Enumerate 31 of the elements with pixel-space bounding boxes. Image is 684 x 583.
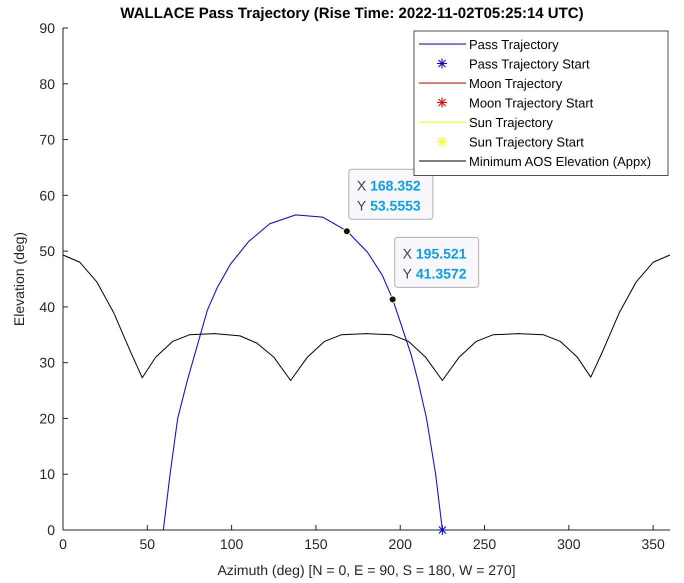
x-tick-label: 350 [641,536,666,552]
point [436,524,448,536]
y-tick-label: 60 [39,187,56,204]
chart-title: WALLACE Pass Trajectory (Rise Time: 2022-11-02T05:25:14 UTC) [120,5,584,22]
y-tick-label: 30 [39,354,56,371]
legend-label: Sun Trajectory Start [469,134,584,150]
y-tick-label: 10 [39,466,56,482]
y-tick-label: 50 [39,243,56,260]
y-tick-label: 70 [39,132,56,148]
legend-label: Pass Trajectory [469,37,560,52]
x-tick-label: 200 [388,536,412,552]
legend-label: Pass Trajectory Start [469,56,590,72]
x-tick-label: 250 [472,536,496,552]
legend-label: Sun Trajectory [469,115,554,130]
x-tick-label: 150 [304,536,328,552]
y-tick-label: 40 [39,298,56,315]
annotation: X 168.352 Y 53.5553 [356,177,421,214]
y-axis-title: Elevation (deg) [11,232,27,326]
y-tick-label: 0 [47,522,56,538]
x-tick-label: 50 [140,536,156,552]
x-tick-label: 100 [220,536,244,552]
x-tick-label: 300 [557,536,581,552]
y-tick-label: 80 [39,76,56,92]
x-axis-title: Azimuth (deg) [N = 0, E = 90, S = 180, W = 270] [217,562,516,578]
legend-label: Minimum AOS Elevation (Appx) [469,154,652,169]
legend-label: Moon Trajectory Start [469,96,594,110]
legend-label: Moon Trajectory [469,76,563,91]
y-tick-label: 20 [39,410,56,426]
y-tick-label: 90 [39,20,56,36]
x-tick-label: 0 [59,536,68,552]
annotation: X 195.521 Y 41.3572 [402,245,467,282]
